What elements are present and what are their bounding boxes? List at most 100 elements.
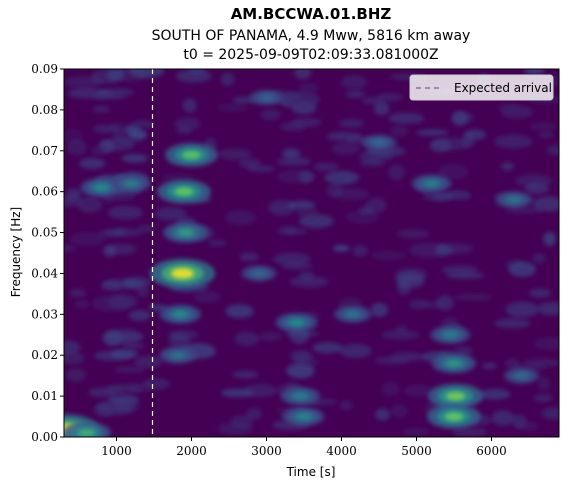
texture-speck (534, 337, 559, 351)
texture-speck (110, 349, 139, 359)
texture-speck (105, 329, 143, 344)
x-axis: 1000 2000 3000 4000 5000 6000 (101, 437, 507, 458)
energy-blob (260, 94, 273, 101)
texture-speck (454, 294, 492, 301)
texture-speck (239, 158, 261, 169)
texture-speck (122, 342, 145, 349)
texture-speck (67, 139, 87, 155)
texture-speck (167, 329, 198, 340)
texture-speck (529, 122, 558, 131)
texture-speck (189, 69, 206, 74)
texture-speck (402, 428, 430, 436)
texture-speck (285, 227, 308, 235)
texture-speck (65, 368, 86, 382)
energy-blob (443, 331, 458, 338)
texture-speck (352, 245, 368, 257)
texture-speck (395, 273, 425, 289)
legend: Expected arrival (409, 74, 554, 101)
texture-speck (220, 72, 235, 86)
y-tick-label: 0.09 (31, 62, 58, 76)
texture-speck (234, 331, 259, 346)
energy-blob (177, 229, 194, 237)
texture-speck (291, 117, 322, 127)
texture-speck (260, 108, 281, 121)
texture-speck (225, 210, 256, 226)
y-tick-label: 0.00 (31, 430, 58, 444)
texture-speck (515, 422, 539, 430)
texture-speck (390, 404, 408, 418)
plot-frame (63, 68, 560, 438)
energy-blob (171, 268, 194, 279)
texture-speck (220, 388, 254, 398)
texture-speck (74, 300, 90, 309)
y-tick-label: 0.07 (31, 144, 58, 158)
texture-speck (541, 407, 559, 420)
texture-speck (114, 366, 146, 373)
texture-speck (77, 196, 103, 213)
x-tick-label: 4000 (326, 444, 357, 458)
texture-speck (338, 119, 365, 128)
energy-blob (124, 180, 139, 187)
energy-blob (78, 429, 95, 437)
texture-speck (216, 103, 248, 112)
texture-speck (332, 188, 370, 200)
texture-speck (339, 400, 353, 410)
texture-speck (114, 228, 127, 235)
texture-speck (381, 381, 401, 397)
texture-speck (529, 288, 551, 298)
texture-speck (281, 262, 313, 270)
x-tick-label: 1000 (101, 444, 132, 458)
energy-blob (424, 180, 439, 187)
texture-speck (332, 245, 350, 252)
texture-speck (239, 252, 259, 262)
energy-blob (174, 187, 194, 196)
texture-speck (409, 299, 429, 310)
texture-speck (423, 190, 454, 201)
texture-speck (365, 197, 387, 214)
texture-speck (107, 69, 125, 82)
texture-speck (290, 350, 313, 363)
energy-blob (94, 184, 109, 191)
texture-speck (69, 288, 86, 298)
texture-speck (537, 302, 559, 316)
texture-speck (451, 112, 474, 123)
texture-speck (282, 91, 320, 108)
texture-speck (313, 162, 339, 172)
texture-speck (112, 399, 139, 413)
texture-speck (246, 408, 262, 420)
energy-blob (445, 391, 466, 401)
energy-blob (296, 413, 312, 420)
texture-speck (91, 93, 127, 100)
chart-subtitle-line-1: SOUTH OF PANAMA, 4.9 Mww, 5816 km away (152, 28, 471, 44)
texture-speck (298, 82, 319, 94)
texture-speck (174, 117, 201, 131)
texture-speck (532, 253, 546, 264)
texture-speck (505, 301, 539, 318)
texture-speck (345, 210, 380, 224)
texture-speck (64, 76, 103, 88)
texture-speck (478, 389, 511, 400)
texture-speck (294, 69, 312, 80)
texture-speck (295, 205, 319, 218)
texture-speck (491, 410, 515, 426)
y-tick-label: 0.03 (31, 307, 58, 321)
texture-speck (501, 105, 534, 119)
texture-speck (102, 278, 142, 290)
texture-speck (375, 356, 409, 365)
texture-speck (91, 145, 108, 157)
texture-speck (137, 225, 156, 232)
texture-speck (494, 134, 533, 149)
spectrogram-texture (64, 69, 559, 437)
energy-blob (372, 139, 386, 146)
texture-speck (136, 285, 150, 298)
texture-speck (218, 148, 252, 160)
texture-speck (93, 106, 111, 113)
texture-speck (397, 229, 430, 239)
texture-speck (370, 251, 408, 261)
texture-speck (324, 170, 360, 185)
texture-speck (134, 355, 163, 368)
texture-speck (69, 232, 105, 246)
chart-title: AM.BCCWA.01.BHZ (231, 5, 392, 23)
y-tick-label: 0.06 (31, 185, 58, 199)
texture-speck (107, 384, 144, 394)
